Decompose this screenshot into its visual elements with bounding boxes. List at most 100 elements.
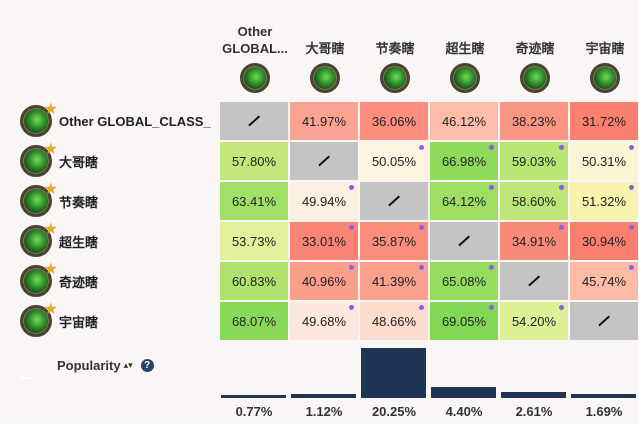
winrate-value: 68.07% (231, 313, 277, 329)
hero-portrait-icon: ★ (20, 142, 58, 177)
matchup-cell[interactable]: 50.31% (570, 142, 638, 180)
winrate-value: 54.20% (511, 313, 557, 329)
matchup-cell[interactable]: 35.87% (360, 222, 428, 260)
indicator-dot-icon (349, 225, 354, 230)
star-icon: ★ (43, 221, 58, 238)
hero-portrait-icon (240, 63, 270, 93)
matchup-cell[interactable]: 36.06% (360, 102, 428, 140)
column-header[interactable]: 奇迹瞎 (500, 0, 570, 96)
indicator-dot-icon (489, 145, 494, 150)
divider (20, 377, 32, 379)
hero-portrait-icon: ★ (20, 182, 58, 217)
winrate-value: 45.74% (581, 273, 627, 289)
slash-icon (318, 155, 330, 167)
winrate-value: 51.32% (581, 193, 627, 209)
hero-portrait-icon (450, 63, 480, 93)
indicator-dot-icon (559, 305, 564, 310)
matchup-cell-self[interactable] (570, 302, 638, 340)
popularity-header[interactable]: Popularity ▴▾ ? (57, 358, 154, 373)
matchup-cell[interactable]: 48.66% (360, 302, 428, 340)
popularity-value: 4.40% (445, 404, 483, 419)
help-icon[interactable]: ? (140, 359, 154, 372)
popularity-bar (431, 387, 496, 398)
column-header[interactable]: 宇宙瞎 (570, 0, 639, 96)
column-header[interactable]: 节奏瞎 (360, 0, 430, 96)
matchup-cell[interactable]: 65.08% (430, 262, 498, 300)
star-icon: ★ (43, 101, 58, 118)
matchup-cell[interactable]: 60.83% (220, 262, 288, 300)
matchup-cell[interactable]: 45.74% (570, 262, 638, 300)
popularity-value: 1.12% (305, 404, 343, 419)
popularity-bar (571, 394, 636, 398)
matchup-cell[interactable]: 53.73% (220, 222, 288, 260)
winrate-value: 64.12% (441, 193, 487, 209)
matchup-cell[interactable]: 68.07% (220, 302, 288, 340)
matchup-cell[interactable]: 51.32% (570, 182, 638, 220)
hero-portrait-icon (590, 63, 620, 93)
matchup-cell[interactable]: 41.39% (360, 262, 428, 300)
row-header[interactable]: ★ 大哥瞎 (20, 141, 98, 181)
matchup-cell[interactable]: 33.01% (290, 222, 358, 260)
matchup-cell-self[interactable] (290, 142, 358, 180)
matchup-cell-self[interactable] (430, 222, 498, 260)
winrate-value: 49.68% (301, 313, 347, 329)
matchup-cell[interactable]: 34.91% (500, 222, 568, 260)
column-header[interactable]: 大哥瞎 (290, 0, 360, 96)
matchup-cell-self[interactable] (500, 262, 568, 300)
matchup-cell[interactable]: 40.96% (290, 262, 358, 300)
matchup-cell[interactable]: 38.23% (500, 102, 568, 140)
matchup-cell[interactable]: 54.20% (500, 302, 568, 340)
matchup-cell[interactable]: 63.41% (220, 182, 288, 220)
winrate-value: 65.08% (441, 273, 487, 289)
matchup-cell[interactable]: 41.97% (290, 102, 358, 140)
row-header[interactable]: ★ Other GLOBAL_CLASS_ (20, 101, 211, 141)
row-header[interactable]: ★ 节奏瞎 (20, 181, 98, 221)
popularity-value: 0.77% (235, 404, 273, 419)
row-header[interactable]: ★ 宇宙瞎 (20, 301, 98, 341)
indicator-dot-icon (629, 265, 634, 270)
indicator-dot-icon (419, 145, 424, 150)
row-header[interactable]: ★ 奇迹瞎 (20, 261, 98, 301)
winrate-value: 50.05% (371, 153, 417, 169)
indicator-dot-icon (419, 265, 424, 270)
matchup-cell[interactable]: 46.12% (430, 102, 498, 140)
indicator-dot-icon (419, 225, 424, 230)
matchup-cell[interactable]: 58.60% (500, 182, 568, 220)
slash-icon (248, 115, 260, 127)
matchup-cell[interactable]: 31.72% (570, 102, 638, 140)
winrate-value: 35.87% (371, 233, 417, 249)
matchup-cell[interactable]: 50.05% (360, 142, 428, 180)
winrate-value: 30.94% (581, 233, 627, 249)
matchup-cell[interactable]: 30.94% (570, 222, 638, 260)
column-header[interactable]: 超生瞎 (430, 0, 500, 96)
column-header[interactable]: Other GLOBAL... (220, 0, 290, 96)
popularity-label: Popularity (57, 358, 121, 373)
matchup-cell[interactable]: 69.05% (430, 302, 498, 340)
star-icon: ★ (43, 301, 58, 318)
indicator-dot-icon (559, 145, 564, 150)
matchup-cell-self[interactable] (360, 182, 428, 220)
row-header[interactable]: ★ 超生瞎 (20, 221, 98, 261)
matchup-cell[interactable]: 66.98% (430, 142, 498, 180)
indicator-dot-icon (629, 145, 634, 150)
popularity-bar (221, 395, 286, 398)
winrate-value: 49.94% (301, 193, 347, 209)
matchup-cell[interactable]: 57.80% (220, 142, 288, 180)
matchup-cell-self[interactable] (220, 102, 288, 140)
matchup-cell[interactable]: 59.03% (500, 142, 568, 180)
winrate-value: 38.23% (511, 113, 557, 129)
slash-icon (598, 315, 610, 327)
matchup-cell[interactable]: 49.68% (290, 302, 358, 340)
matchup-cell[interactable]: 64.12% (430, 182, 498, 220)
matchup-cell[interactable]: 49.94% (290, 182, 358, 220)
winrate-value: 50.31% (581, 153, 627, 169)
hero-portrait-icon (520, 63, 550, 93)
sort-icon[interactable]: ▴▾ (123, 360, 133, 370)
column-header-label: 宇宙瞎 (585, 41, 625, 56)
row-header-label: 奇迹瞎 (59, 274, 99, 290)
winrate-value: 69.05% (441, 313, 487, 329)
star-icon: ★ (43, 181, 58, 198)
hero-portrait-icon: ★ (20, 262, 58, 297)
winrate-value: 59.03% (511, 153, 557, 169)
indicator-dot-icon (419, 305, 424, 310)
